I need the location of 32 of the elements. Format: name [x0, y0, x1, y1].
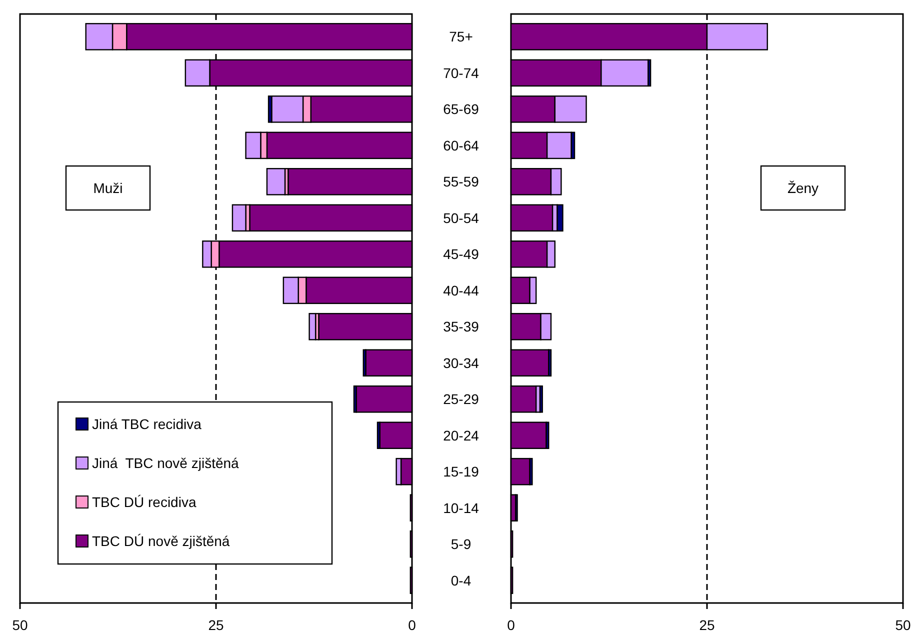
legend-label: TBC DÚ nově zjištěná	[92, 533, 230, 549]
x-tick-label: 0	[507, 617, 516, 633]
x-tick-label: 50	[895, 617, 911, 633]
bar	[266, 168, 286, 196]
legend-label: Jiná TBC nově zjištěná	[92, 455, 240, 471]
y-tick-label: 5-9	[450, 536, 472, 552]
y-tick-label: 0-4	[450, 572, 472, 588]
bar	[308, 312, 316, 340]
x-tick-label: 50	[12, 617, 28, 633]
y-tick-label: 30-34	[443, 354, 480, 371]
y-tick-label: 35-39	[443, 318, 480, 335]
y-tick-label: 50-54	[443, 210, 480, 226]
x-tick-label: 0	[408, 617, 416, 633]
y-tick-label: 60-64	[443, 137, 480, 154]
y-tick-label: 15-19	[443, 464, 480, 480]
bar	[539, 385, 543, 413]
y-tick-label: 25-29	[443, 391, 480, 408]
y-tick-label: 45-49	[443, 246, 480, 262]
y-tick-label: 10-14	[443, 500, 480, 516]
y-tick-label: 40-44	[443, 282, 480, 298]
legend-label: TBC DÚ recidiva	[92, 494, 196, 510]
x-tick-label: 25	[699, 617, 715, 633]
y-tick-label: 65-69	[443, 101, 480, 118]
y-tick-label: 70-74	[443, 64, 480, 81]
bar	[232, 204, 246, 232]
y-tick-label: 75+	[449, 28, 473, 45]
annotation: Muži	[93, 180, 123, 196]
y-tick-label: 20-24	[443, 427, 480, 444]
x-tick-label: 25	[208, 617, 224, 633]
y-tick-label: 55-59	[443, 174, 480, 190]
annotation: Ženy	[787, 180, 819, 196]
legend-label: Jiná TBC recidiva	[92, 416, 202, 432]
